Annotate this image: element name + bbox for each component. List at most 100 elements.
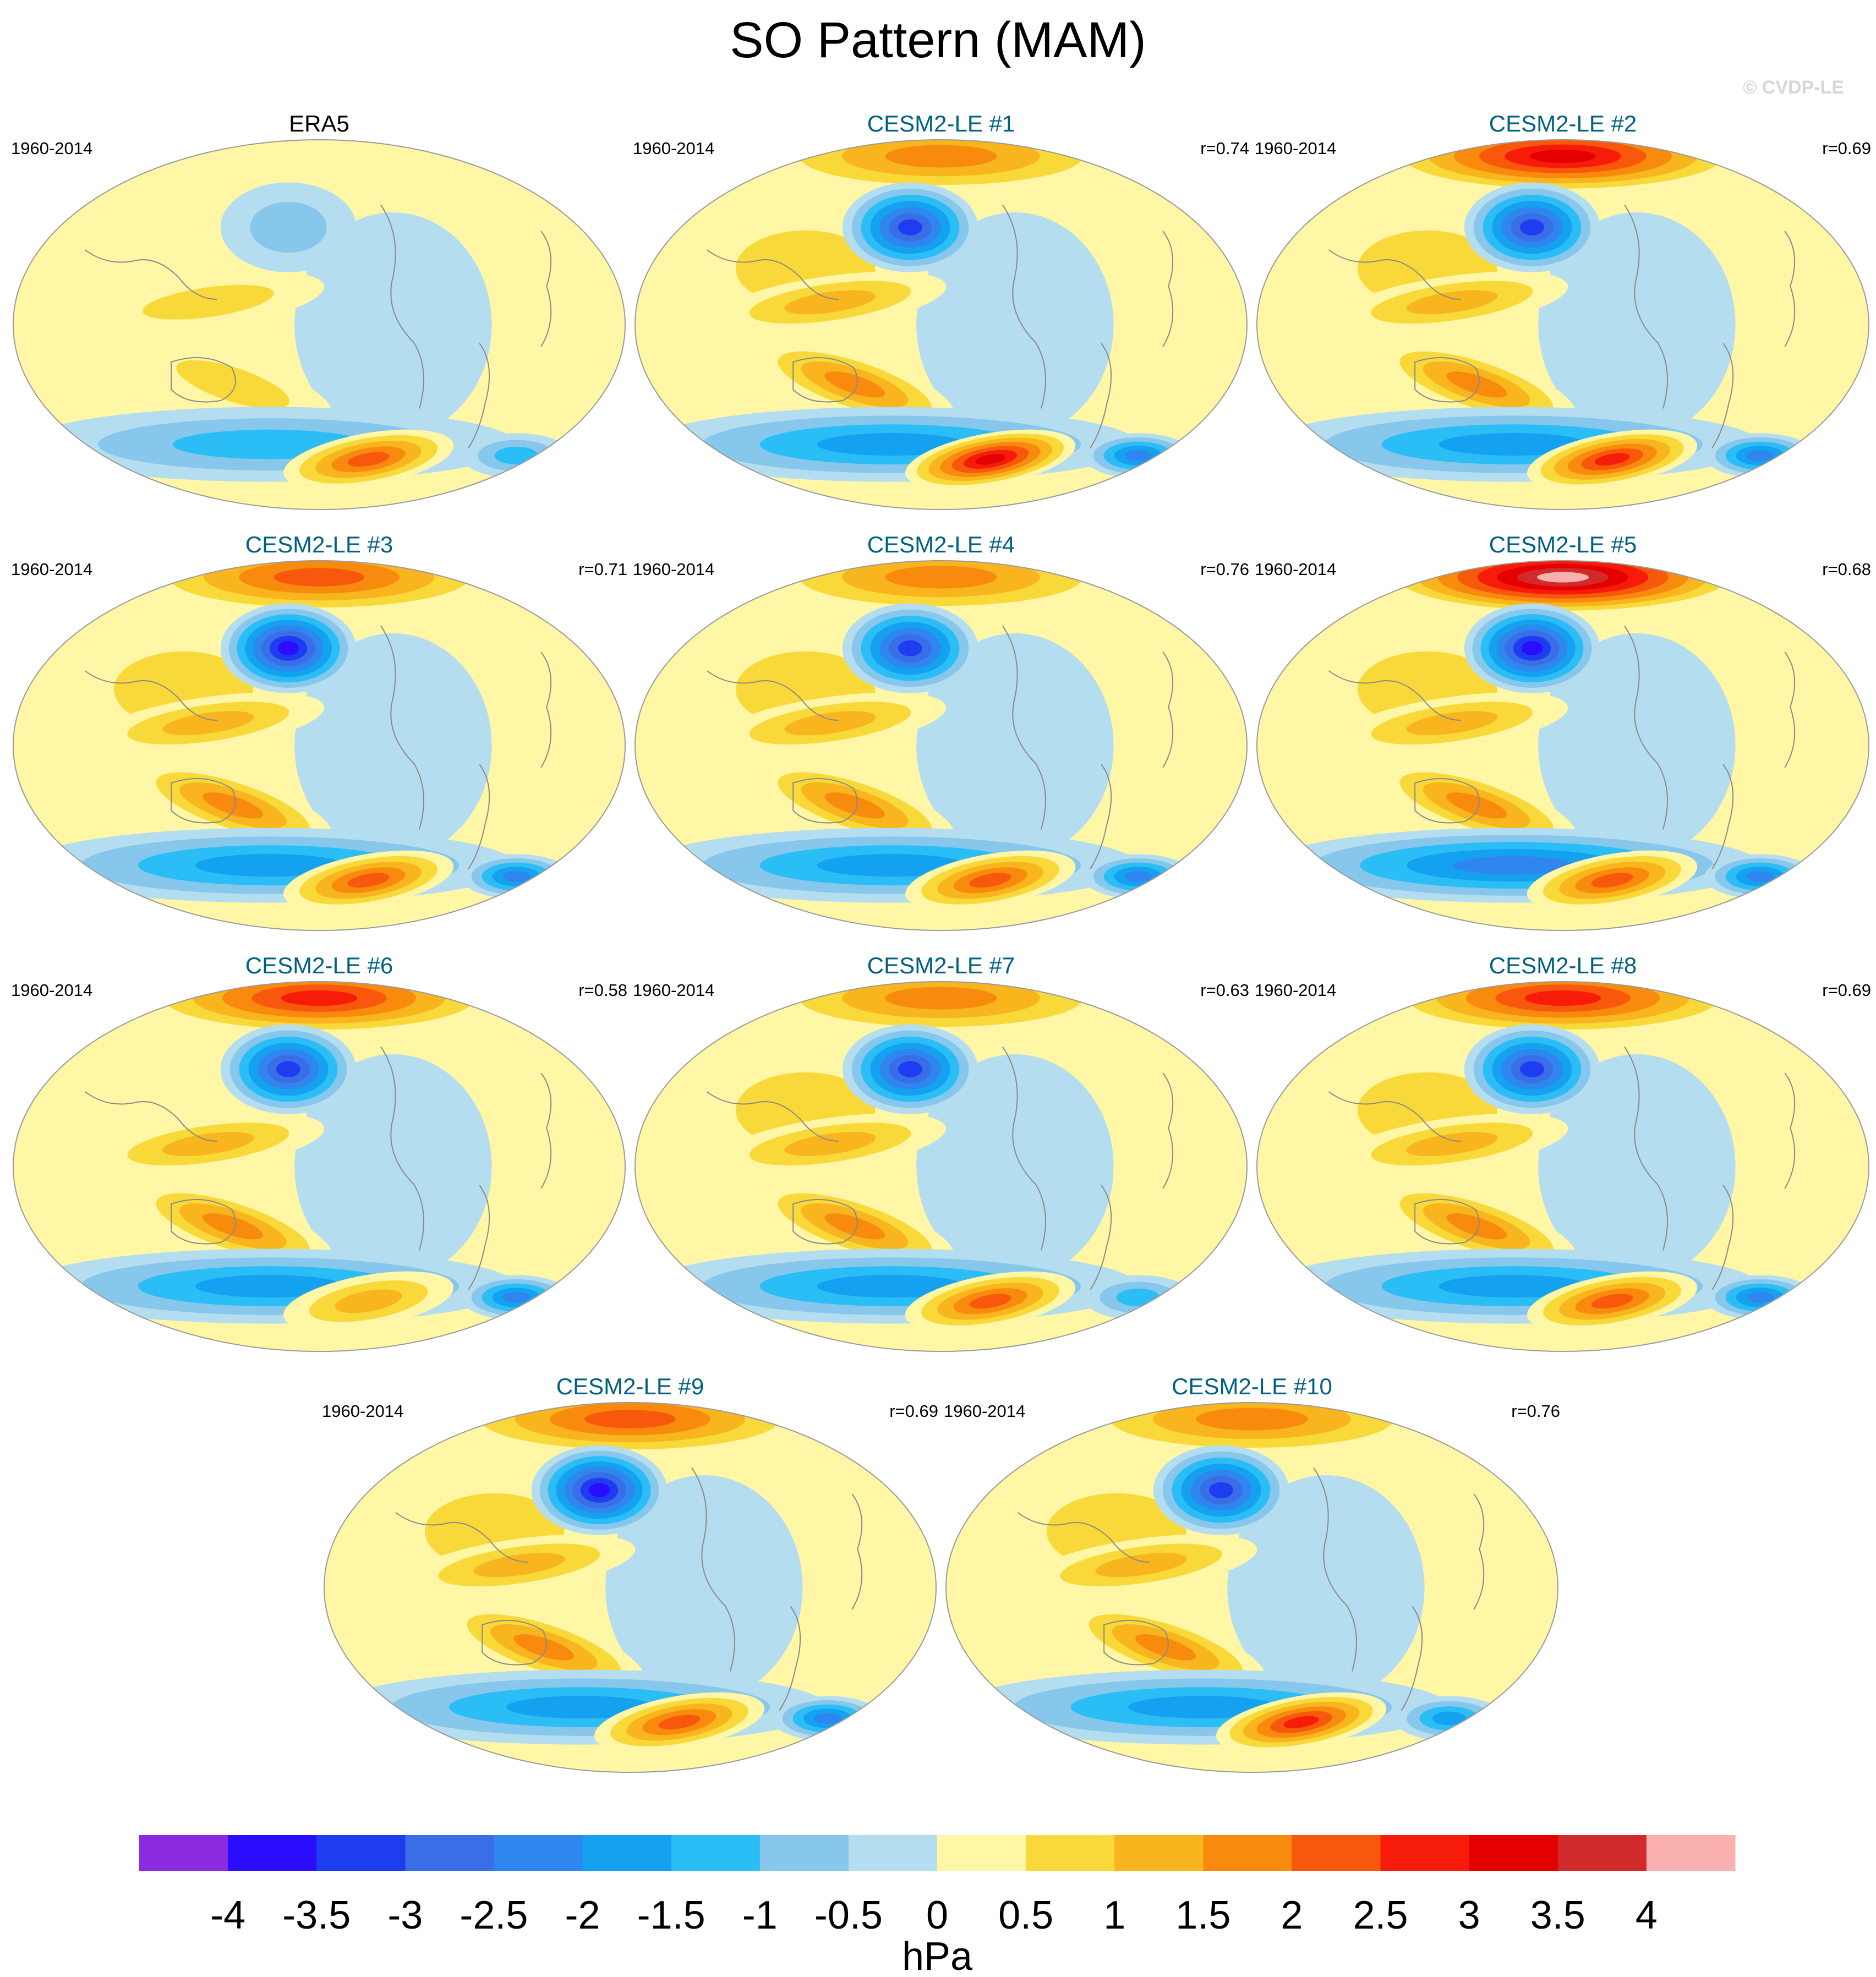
panel-period: 1960-2014 — [11, 560, 93, 579]
map-border — [945, 1402, 1558, 1773]
map-anomaly-contour — [176, 360, 289, 409]
map-panel: CESM2-LE #9 1960-2014 r=0.69 — [322, 1373, 938, 1797]
map-anomaly-contour — [1283, 1716, 1319, 1728]
map-anomaly-contour — [975, 454, 1006, 465]
coastline — [380, 625, 424, 830]
map-anomaly-contour — [347, 452, 390, 467]
coastline — [380, 1046, 424, 1251]
map-anomaly-contour — [885, 987, 997, 1010]
panel-title: CESM2-LE #5 — [1489, 532, 1637, 557]
map-anomaly-contour — [250, 202, 327, 253]
map-anomaly-contour — [1209, 1482, 1233, 1498]
panel-period: 1960-2014 — [1255, 560, 1337, 579]
map-anomaly-contour — [658, 1715, 701, 1730]
coastline — [1017, 1512, 1150, 1563]
map-anomaly-contour — [1446, 792, 1507, 819]
map-panel: CESM2-LE #10 1960-2014 r=0.76 — [944, 1373, 1560, 1797]
map-anomaly-contour — [885, 566, 997, 589]
colorbar-swatch — [1292, 1835, 1381, 1871]
map-anomaly-contour — [1124, 870, 1152, 883]
coastline — [380, 204, 424, 409]
panel-title: CESM2-LE #10 — [1172, 1373, 1332, 1399]
map-border — [635, 139, 1248, 510]
panel-title: CESM2-LE #3 — [245, 532, 393, 557]
colorbar-tick-label: 0 — [926, 1893, 948, 1937]
coastline — [1414, 778, 1480, 824]
coastline — [1624, 1046, 1668, 1251]
map-anomaly-contour — [195, 854, 344, 877]
pattern-map — [324, 1402, 937, 1773]
map-anomaly-contour — [1453, 856, 1574, 875]
map-anomaly-contour — [817, 433, 966, 456]
panel-correlation: r=0.69 — [889, 1401, 938, 1421]
pattern-map — [13, 139, 626, 510]
panel-correlation: r=0.71 — [578, 560, 627, 579]
map-border — [13, 981, 626, 1352]
panel-title: CESM2-LE #4 — [867, 532, 1015, 557]
map-anomaly-contour — [513, 1634, 575, 1661]
map-anomaly-contour — [969, 1294, 1011, 1309]
panel-correlation: r=0.69 — [1822, 981, 1871, 1000]
panel-correlation: r=0.63 — [1200, 981, 1249, 1000]
colorbar-swatch — [228, 1835, 317, 1871]
map-anomaly-contour — [1537, 572, 1589, 583]
coastline — [1328, 1091, 1461, 1142]
panel-period: 1960-2014 — [633, 139, 715, 158]
coastline — [1162, 651, 1174, 768]
coastline — [468, 343, 490, 448]
map-anomaly-region — [1538, 633, 1736, 858]
coastline — [1328, 249, 1461, 300]
map-anomaly-contour — [1432, 1711, 1466, 1726]
panel-title: CESM2-LE #2 — [1489, 111, 1637, 136]
map-anomaly-contour — [335, 1289, 402, 1313]
map-anomaly-contour — [817, 1275, 966, 1298]
coastline — [1313, 1467, 1357, 1672]
coastline — [84, 670, 217, 721]
panel-title: CESM2-LE #9 — [556, 1373, 704, 1399]
coastline — [171, 1199, 236, 1245]
coastline — [468, 764, 490, 869]
page-title: SO Pattern (MAM) — [730, 12, 1146, 68]
coastline — [1162, 231, 1174, 347]
panel-period: 1960-2014 — [1255, 981, 1337, 1000]
panel-period: 1960-2014 — [11, 139, 93, 158]
panel-title: CESM2-LE #8 — [1489, 952, 1637, 978]
map-anomaly-contour — [281, 990, 358, 1006]
coastline — [482, 1620, 547, 1666]
colorbar-tick-label: -4 — [210, 1893, 245, 1937]
map-anomaly-contour — [784, 1132, 876, 1157]
map-anomaly-contour — [502, 1291, 530, 1304]
colorbar-tick-label: 2.5 — [1353, 1893, 1408, 1937]
pattern-map — [635, 981, 1248, 1352]
colorbar-tick-label: 3 — [1458, 1893, 1480, 1937]
map-border — [1256, 139, 1869, 510]
panel-title: ERA5 — [289, 111, 349, 136]
coastline — [1784, 231, 1796, 347]
map-anomaly-contour — [584, 1410, 676, 1428]
watermark: © CVDP-LE — [1743, 77, 1844, 98]
map-anomaly-region — [916, 1054, 1114, 1279]
coastline — [171, 357, 236, 403]
colorbar-swatch — [1469, 1835, 1558, 1871]
coastline — [851, 1493, 863, 1610]
colorbar-tick-label: 1.5 — [1175, 1893, 1230, 1937]
map-anomaly-contour — [502, 870, 530, 883]
panel-correlation: r=0.69 — [1822, 139, 1871, 158]
colorbar-swatch — [1026, 1835, 1115, 1871]
coastline — [540, 651, 552, 768]
colorbar-tick-label: -3 — [387, 1893, 423, 1937]
map-anomaly-contour — [1439, 1275, 1588, 1298]
map-anomaly-contour — [195, 1275, 344, 1298]
map-anomaly-contour — [1591, 1294, 1633, 1309]
coastline — [706, 670, 839, 721]
coastline — [1414, 1199, 1480, 1245]
colorbar-swatch — [1646, 1835, 1736, 1871]
map-anomaly-region — [1538, 1054, 1736, 1279]
map-anomaly-contour — [162, 711, 254, 736]
panel-correlation: r=0.74 — [1200, 139, 1249, 158]
map-anomaly-contour — [1128, 1696, 1277, 1719]
colorbar-swatch — [671, 1835, 761, 1871]
map-anomaly-contour — [1406, 711, 1498, 736]
map-anomaly-contour — [1524, 990, 1601, 1006]
